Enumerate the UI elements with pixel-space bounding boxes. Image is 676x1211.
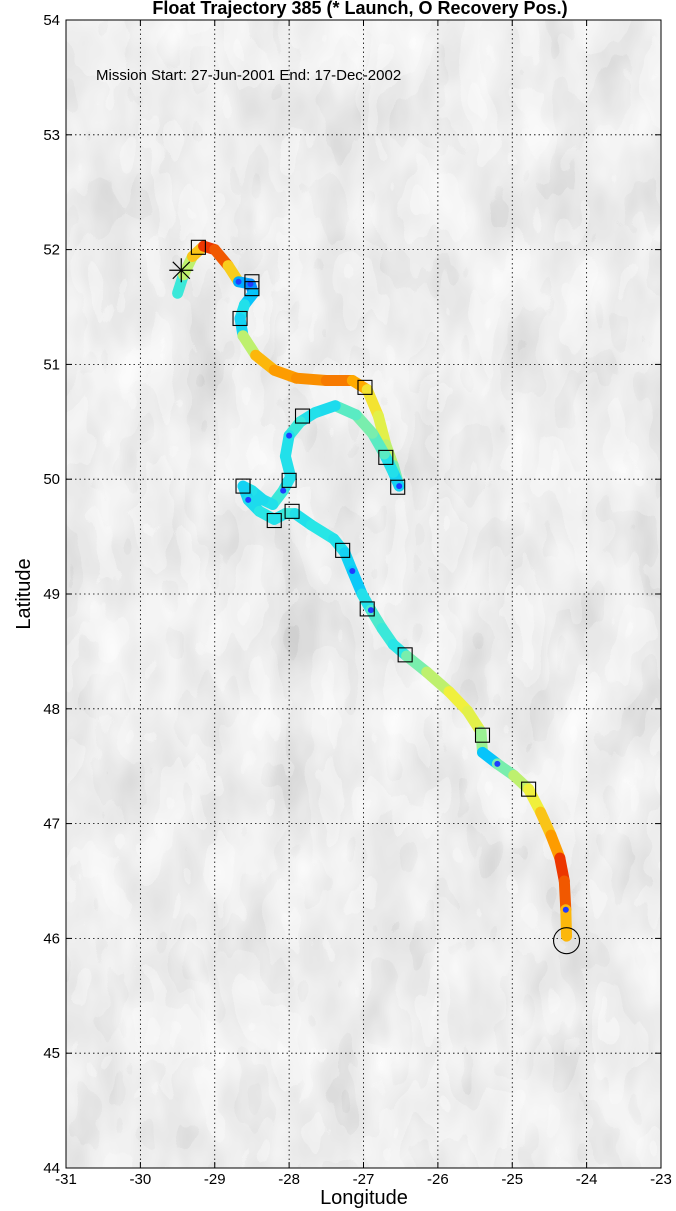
y-tick-label: 54: [43, 12, 60, 29]
y-axis-label: Latitude: [13, 558, 35, 629]
x-tick-label: -28: [278, 1171, 300, 1188]
y-tick-label: 52: [43, 242, 60, 259]
x-tick-label: -27: [353, 1171, 375, 1188]
x-tick-label: -24: [576, 1171, 598, 1188]
profile-square-marker: [378, 449, 394, 465]
y-tick-label: 46: [43, 930, 60, 947]
x-tick-label: -25: [501, 1171, 523, 1188]
profile-square-marker: [397, 647, 413, 663]
profile-square-marker: [266, 512, 282, 529]
track-dot: [286, 432, 293, 439]
y-tick-label: 47: [43, 816, 60, 833]
profile-square-marker: [284, 503, 300, 519]
launch-marker: [169, 258, 194, 283]
y-tick-label: 49: [43, 586, 60, 603]
plot-frame: [65, 19, 662, 1169]
track-dot: [280, 487, 287, 494]
x-axis-label: Longitude: [320, 1187, 408, 1209]
x-tick-labels: -31 -30 -29 -28 -27 -26 -25 -24 -23: [55, 1171, 672, 1188]
profile-square-marker: [244, 281, 260, 297]
y-tick-label: 44: [43, 1160, 60, 1177]
profile-square-marker: [335, 542, 351, 558]
track-dot: [562, 906, 569, 913]
track-dot: [367, 607, 374, 614]
track-dot: [494, 760, 501, 767]
x-tick-label: -31: [55, 1171, 77, 1188]
y-tick-label: 50: [43, 471, 60, 488]
profile-square-marker: [232, 310, 248, 327]
profile-square-marker: [281, 472, 297, 488]
recovery-circle: [552, 927, 581, 955]
profile-square-marker: [474, 727, 491, 743]
track-dot: [247, 281, 254, 288]
track-dot: [235, 278, 242, 285]
profile-square-marker: [357, 379, 373, 395]
recovery-marker: [552, 927, 581, 955]
profile-markers: [190, 239, 537, 797]
x-tick-label: -26: [427, 1171, 449, 1188]
mission-dates: Mission Start: 27-Jun-2001 End: 17-Dec-2…: [96, 67, 401, 84]
y-tick-label: 53: [43, 127, 60, 144]
profile-square-marker: [294, 408, 311, 424]
track-dot: [396, 483, 403, 490]
profile-square-marker: [390, 479, 406, 495]
trajectory-track: [172, 240, 573, 942]
chart-title: Float Trajectory 385 (* Launch, O Recove…: [152, 0, 567, 18]
profile-square-marker: [235, 478, 251, 494]
x-tick-label: -29: [204, 1171, 226, 1188]
y-tick-label: 45: [43, 1045, 60, 1062]
x-tick-label: -30: [130, 1171, 152, 1188]
y-tick-labels: 44 45 46 47 48 49 50 51 52 53 54: [43, 12, 60, 1177]
track-dot: [245, 496, 252, 503]
profile-square-marker: [359, 601, 375, 617]
y-tick-label: 51: [43, 356, 60, 373]
x-tick-label: -23: [650, 1171, 672, 1188]
profile-square-marker: [521, 781, 537, 797]
y-tick-label: 48: [43, 701, 60, 718]
profile-square-marker: [190, 239, 206, 255]
track-dot: [349, 568, 356, 575]
launch-asterisk-stroke: [172, 261, 191, 280]
track-segment: [560, 904, 573, 942]
